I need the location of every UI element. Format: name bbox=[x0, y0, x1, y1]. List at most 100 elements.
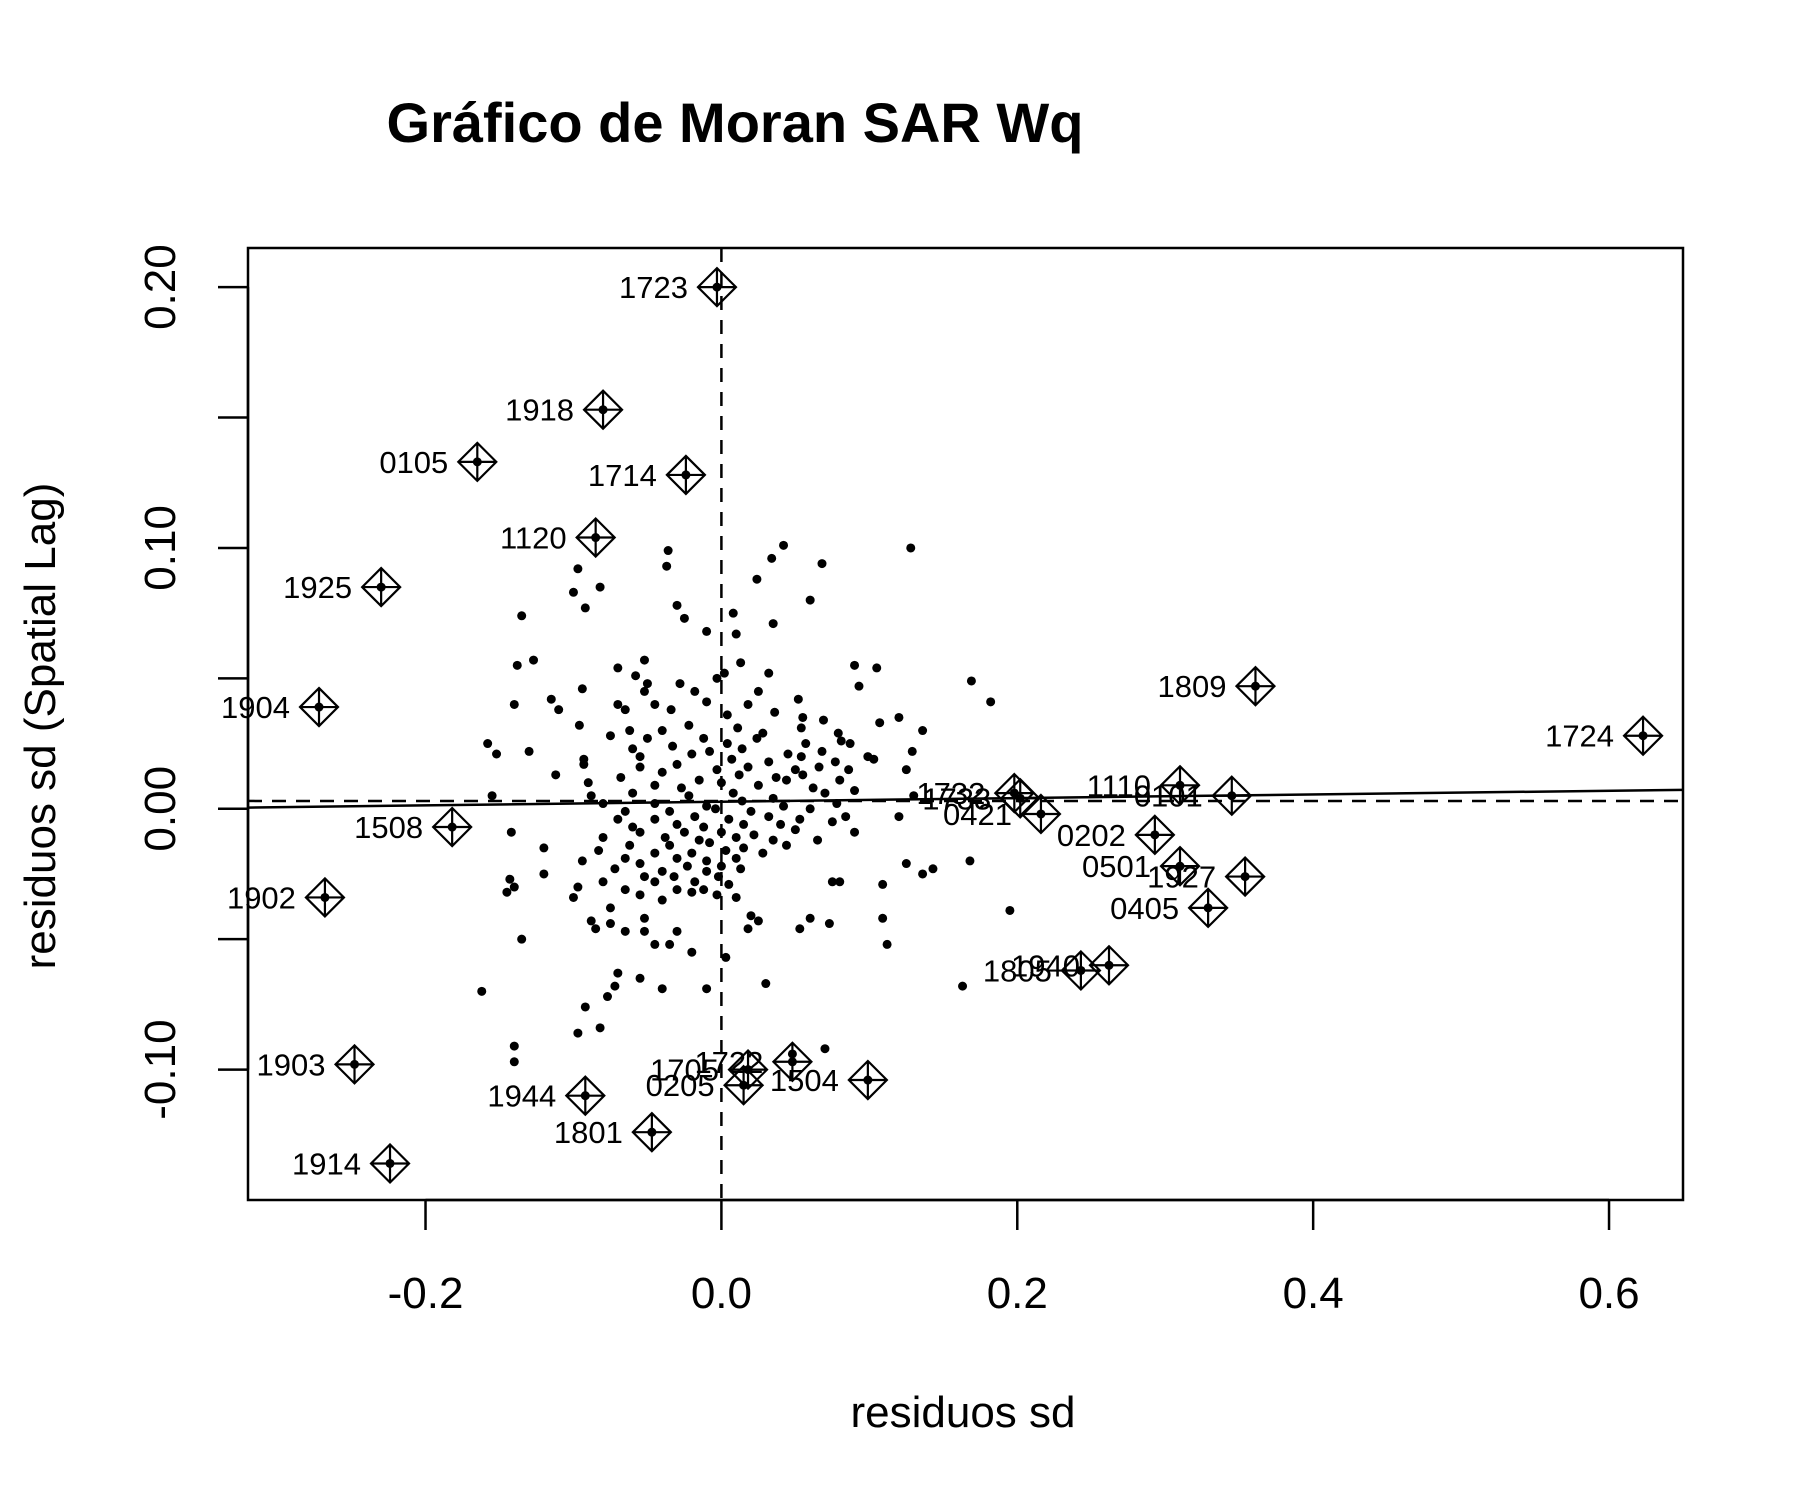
data-point bbox=[767, 553, 777, 563]
data-point bbox=[758, 848, 768, 858]
influential-label: 1927 bbox=[1147, 860, 1216, 895]
data-point bbox=[529, 655, 539, 665]
influential-marker bbox=[1020, 793, 1062, 835]
data-point bbox=[869, 754, 879, 764]
data-point bbox=[669, 872, 679, 882]
data-point bbox=[796, 752, 806, 762]
influential-point: 0105 bbox=[379, 441, 498, 483]
influential-point: 0202 bbox=[1057, 814, 1176, 856]
data-point bbox=[672, 759, 682, 769]
data-point bbox=[487, 791, 497, 801]
data-point bbox=[736, 864, 746, 874]
data-point bbox=[613, 968, 623, 978]
data-point bbox=[752, 733, 762, 743]
influential-label: 1944 bbox=[487, 1079, 556, 1114]
data-point bbox=[712, 890, 722, 900]
data-point bbox=[712, 673, 722, 683]
influential-point: 1733 bbox=[922, 777, 1041, 819]
reference-lines bbox=[248, 248, 1683, 1200]
data-point bbox=[610, 981, 620, 991]
data-point bbox=[986, 697, 996, 707]
data-point bbox=[850, 827, 860, 837]
data-point bbox=[966, 676, 976, 686]
y-tick-label: 0.20 bbox=[136, 244, 185, 330]
influential-label: 1120 bbox=[500, 521, 567, 556]
data-point bbox=[665, 806, 675, 816]
chart-title: Gráfico de Moran SAR Wq bbox=[387, 91, 1084, 154]
data-point bbox=[657, 984, 667, 994]
y-axis-label: residuos sd (Spatial Lag) bbox=[16, 483, 65, 970]
data-point bbox=[650, 814, 660, 824]
data-point bbox=[568, 587, 578, 597]
x-tick-label: 0.0 bbox=[691, 1269, 752, 1318]
data-point bbox=[724, 814, 734, 824]
influential-point: 1809 bbox=[1157, 665, 1277, 707]
data-point bbox=[845, 739, 855, 749]
influential-label: 1925 bbox=[283, 570, 352, 605]
data-point bbox=[610, 864, 620, 874]
data-point bbox=[798, 712, 808, 722]
data-point bbox=[650, 799, 660, 809]
data-point bbox=[795, 924, 805, 934]
data-point bbox=[731, 853, 741, 863]
data-point bbox=[635, 827, 645, 837]
data-point bbox=[620, 926, 630, 936]
data-point bbox=[672, 600, 682, 610]
data-point bbox=[764, 757, 774, 767]
influential-marker bbox=[771, 1041, 813, 1083]
data-point bbox=[477, 986, 487, 996]
data-point bbox=[672, 926, 682, 936]
data-point bbox=[628, 744, 638, 754]
data-point bbox=[595, 1023, 605, 1033]
data-point bbox=[684, 791, 694, 801]
data-point bbox=[768, 619, 778, 629]
data-point bbox=[918, 726, 928, 736]
data-point bbox=[808, 783, 818, 793]
influential-point: 1914 bbox=[292, 1142, 411, 1185]
data-point bbox=[833, 728, 843, 738]
data-point bbox=[702, 984, 712, 994]
data-point bbox=[573, 1028, 583, 1038]
influential-marker bbox=[456, 441, 498, 483]
data-point bbox=[650, 699, 660, 709]
influential-marker bbox=[1159, 845, 1201, 887]
data-point bbox=[639, 872, 649, 882]
data-point bbox=[958, 981, 968, 991]
influential-label: 0421 bbox=[943, 797, 1012, 832]
influential-marker bbox=[1187, 887, 1229, 929]
data-point bbox=[850, 786, 860, 796]
data-point bbox=[743, 699, 753, 709]
data-point bbox=[728, 608, 738, 618]
data-point bbox=[758, 728, 768, 738]
influential-label: 1110 bbox=[1087, 768, 1151, 803]
data-point bbox=[687, 749, 697, 759]
data-point bbox=[684, 720, 694, 730]
influential-point: 0501 bbox=[1082, 845, 1201, 887]
y-axis: -0.10 0.00 0.10 0.20 bbox=[136, 244, 250, 1120]
data-point bbox=[628, 788, 638, 798]
data-point bbox=[739, 819, 749, 829]
influential-point: 1904 bbox=[221, 686, 340, 728]
data-point bbox=[832, 799, 842, 809]
data-point bbox=[894, 712, 904, 722]
influential-marker bbox=[665, 454, 707, 496]
data-point bbox=[722, 710, 732, 720]
influential-label: 1805 bbox=[983, 953, 1052, 988]
data-point bbox=[539, 843, 549, 853]
data-point bbox=[657, 895, 667, 905]
data-point bbox=[675, 679, 685, 689]
influential-marker bbox=[582, 389, 624, 431]
data-point bbox=[699, 822, 709, 832]
data-point bbox=[620, 885, 630, 895]
data-point bbox=[672, 819, 682, 829]
data-point bbox=[702, 801, 712, 811]
x-axis: -0.2 0.0 0.2 0.4 0.6 bbox=[388, 1198, 1640, 1318]
data-point bbox=[827, 877, 837, 887]
data-point bbox=[602, 992, 612, 1002]
data-point bbox=[639, 655, 649, 665]
influential-point: 0101 bbox=[1134, 775, 1253, 817]
data-point bbox=[712, 765, 722, 775]
influential-marker bbox=[1134, 814, 1176, 856]
data-point bbox=[770, 707, 780, 717]
data-point bbox=[509, 1041, 519, 1051]
